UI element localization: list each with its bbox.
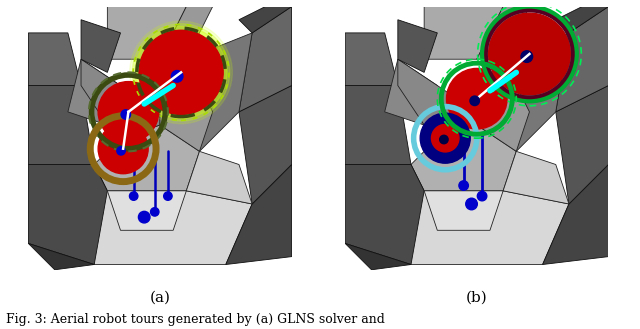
- Circle shape: [431, 124, 459, 152]
- Circle shape: [164, 192, 172, 200]
- Polygon shape: [477, 33, 569, 151]
- Circle shape: [138, 211, 150, 223]
- Text: (b): (b): [466, 290, 488, 304]
- Polygon shape: [556, 7, 609, 112]
- Polygon shape: [226, 164, 292, 265]
- Polygon shape: [160, 33, 252, 151]
- Circle shape: [447, 68, 507, 129]
- Polygon shape: [108, 191, 186, 230]
- Circle shape: [521, 51, 532, 63]
- Polygon shape: [108, 7, 186, 59]
- Polygon shape: [477, 7, 529, 59]
- Circle shape: [121, 110, 131, 119]
- Circle shape: [489, 13, 570, 95]
- Polygon shape: [477, 59, 529, 151]
- Polygon shape: [556, 7, 609, 33]
- Polygon shape: [239, 7, 292, 33]
- Polygon shape: [398, 59, 477, 138]
- Circle shape: [440, 135, 448, 144]
- Circle shape: [139, 30, 223, 114]
- Polygon shape: [68, 191, 252, 265]
- Polygon shape: [186, 151, 252, 204]
- Polygon shape: [94, 125, 200, 191]
- Circle shape: [132, 24, 230, 121]
- Polygon shape: [345, 33, 398, 86]
- Circle shape: [470, 96, 479, 106]
- Polygon shape: [424, 191, 503, 230]
- Circle shape: [420, 113, 470, 163]
- Polygon shape: [398, 20, 437, 72]
- Polygon shape: [239, 86, 292, 204]
- Polygon shape: [68, 59, 120, 125]
- Circle shape: [466, 198, 477, 210]
- Polygon shape: [28, 86, 94, 164]
- Circle shape: [98, 124, 148, 174]
- Circle shape: [98, 82, 159, 142]
- Polygon shape: [543, 164, 609, 265]
- Polygon shape: [28, 164, 108, 265]
- Circle shape: [150, 208, 159, 216]
- Circle shape: [135, 26, 227, 118]
- Polygon shape: [345, 164, 424, 265]
- Polygon shape: [81, 20, 120, 72]
- Polygon shape: [160, 59, 212, 151]
- Polygon shape: [345, 86, 411, 164]
- Circle shape: [130, 21, 232, 124]
- Polygon shape: [385, 59, 437, 125]
- Polygon shape: [556, 86, 609, 204]
- Polygon shape: [81, 59, 160, 138]
- Polygon shape: [503, 151, 569, 204]
- Circle shape: [129, 192, 138, 200]
- Circle shape: [459, 181, 468, 190]
- Circle shape: [172, 70, 183, 82]
- Polygon shape: [345, 243, 411, 270]
- Polygon shape: [424, 7, 503, 59]
- Polygon shape: [411, 125, 516, 191]
- Polygon shape: [239, 7, 292, 112]
- Circle shape: [117, 147, 125, 155]
- Circle shape: [477, 191, 487, 201]
- Polygon shape: [28, 33, 81, 86]
- Polygon shape: [160, 7, 212, 59]
- Polygon shape: [385, 191, 569, 265]
- Polygon shape: [28, 243, 94, 270]
- Text: (a): (a): [150, 290, 170, 304]
- Text: Fig. 3: Aerial robot tours generated by (a) GLNS solver and: Fig. 3: Aerial robot tours generated by …: [6, 313, 385, 326]
